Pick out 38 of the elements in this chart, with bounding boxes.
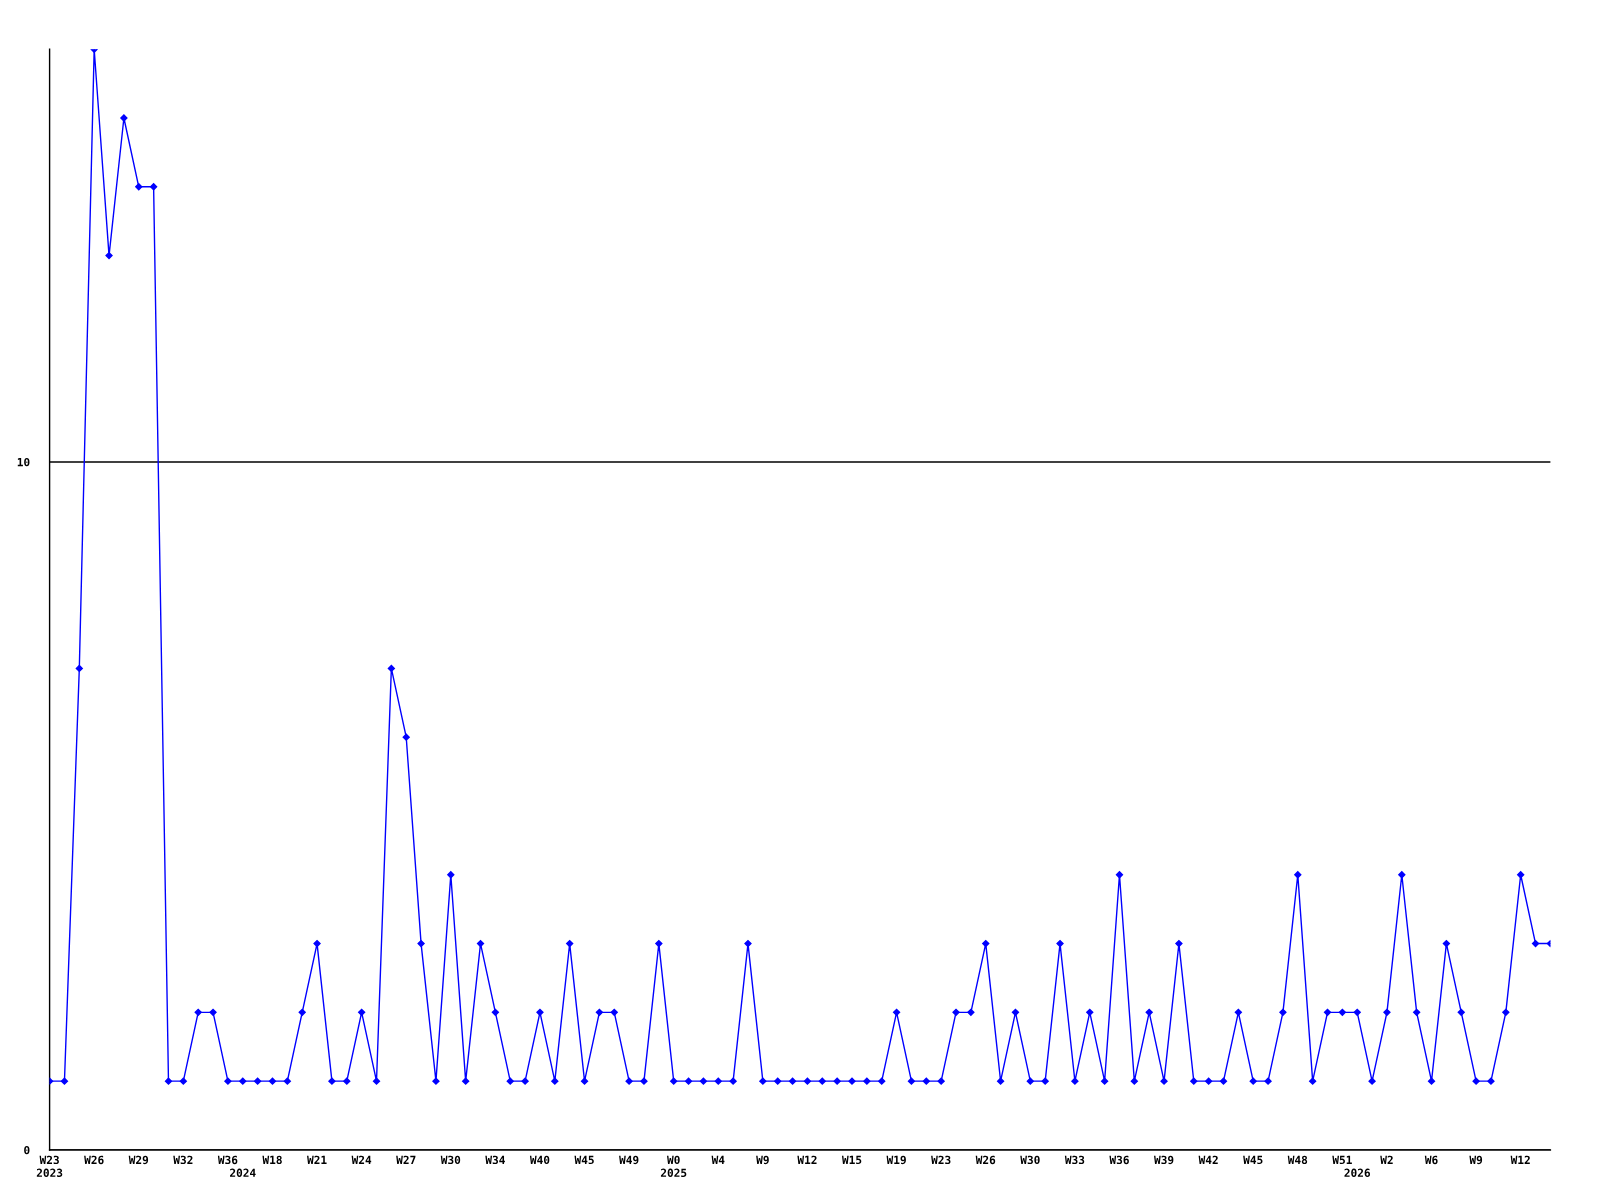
x-tick-label: W30 bbox=[1020, 1155, 1040, 1165]
x-tick-label: W32 bbox=[173, 1155, 193, 1165]
x-tick-label: W15 bbox=[841, 1155, 862, 1165]
x-tick-label: W40 bbox=[529, 1155, 550, 1165]
x-tick-label: W51 bbox=[1332, 1155, 1352, 1165]
x-tick-label: W26 bbox=[84, 1155, 104, 1165]
x-tick-label: W49 bbox=[619, 1155, 639, 1165]
x-tick-label: W34 bbox=[485, 1155, 505, 1165]
x-tick-label: W23 bbox=[931, 1155, 951, 1165]
y-tick-label: 10 bbox=[17, 457, 30, 467]
x-tick-label: W2 bbox=[1380, 1155, 1393, 1164]
x-tick-label: W24 bbox=[351, 1155, 372, 1164]
x-tick-label: 2026 bbox=[1344, 1168, 1370, 1177]
x-tick-label: W21 bbox=[307, 1155, 327, 1164]
x-tick-label: W36 bbox=[217, 1155, 238, 1165]
x-tick-label: W48 bbox=[1287, 1155, 1308, 1165]
x-tick-label: W39 bbox=[1154, 1155, 1174, 1165]
x-tick-label: W30 bbox=[440, 1155, 461, 1165]
y-tick-label: 0 bbox=[24, 1145, 30, 1155]
x-tick-label: W45 bbox=[1243, 1155, 1263, 1165]
x-tick-label: W0 2025 bbox=[660, 1155, 687, 1177]
x-tick-label: W26 bbox=[975, 1155, 996, 1165]
x-tick-label: W12 bbox=[1510, 1155, 1530, 1164]
x-tick-label: W4 bbox=[711, 1155, 725, 1164]
x-tick-label: W9 bbox=[1469, 1155, 1483, 1165]
x-tick-label: W36 bbox=[1109, 1155, 1129, 1165]
x-tick-label: W23 2023 bbox=[36, 1155, 63, 1177]
x-tick-label: W27 bbox=[396, 1155, 416, 1164]
x-tick-label: W33 bbox=[1064, 1155, 1085, 1165]
x-tick-label: W29 bbox=[128, 1155, 149, 1165]
x-tick-label: 2024 bbox=[230, 1168, 256, 1177]
x-tick-label: W42 bbox=[1198, 1155, 1218, 1164]
x-tick-label: W9 bbox=[756, 1155, 769, 1165]
x-tick-label: W6 bbox=[1424, 1155, 1438, 1165]
x-tick-label: W45 bbox=[574, 1155, 594, 1165]
x-tick-label: W19 bbox=[886, 1155, 906, 1165]
x-tick-label: W18 bbox=[262, 1155, 282, 1165]
x-tick-label: W12 bbox=[797, 1155, 817, 1164]
